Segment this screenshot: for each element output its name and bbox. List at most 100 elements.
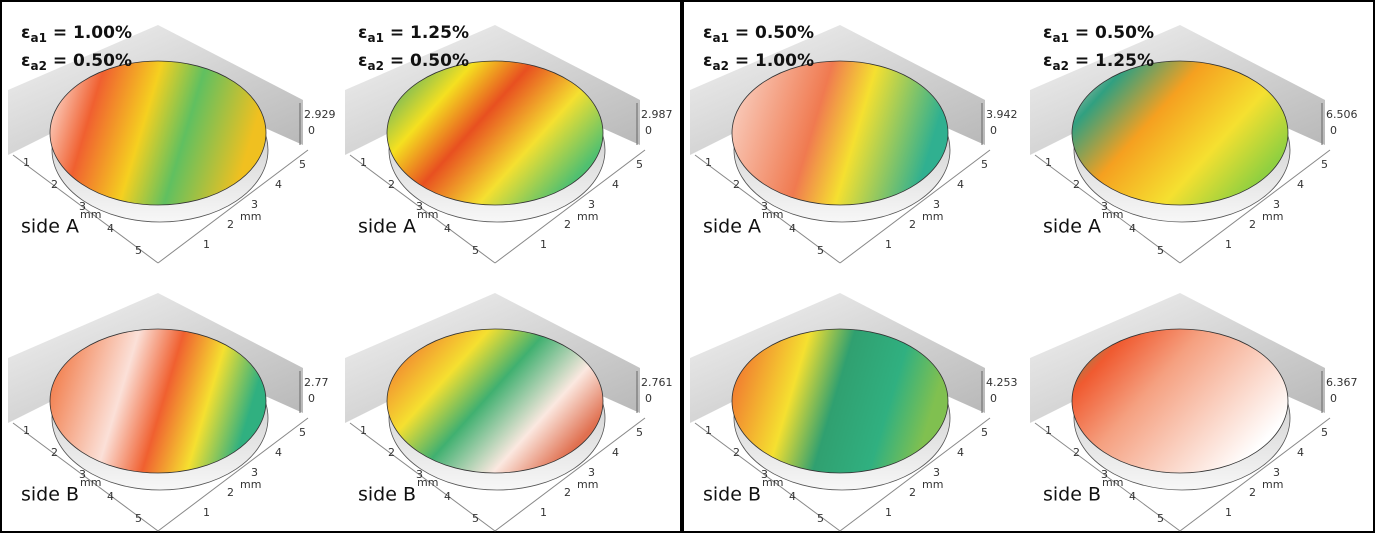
strain-symbol: ε (358, 51, 367, 71)
surface-map (731, 328, 949, 474)
strain-symbol: ε (703, 51, 712, 71)
strain-symbol: ε (21, 23, 30, 43)
axis-label: mm (577, 210, 598, 223)
axis-tick-label: 4 (444, 222, 451, 235)
axis-tick-label: 2 (564, 218, 571, 231)
strain-subscript: a2 (1052, 59, 1068, 73)
axis-tick-label: 5 (1157, 512, 1164, 525)
z-max-label: 4.253 (986, 376, 1018, 389)
axis-tick-label: 2 (909, 218, 916, 231)
z-zero-label: 0 (645, 392, 652, 405)
surface-map (731, 60, 949, 206)
axis-tick-label: 3 (79, 200, 86, 213)
surface-map (1071, 60, 1289, 206)
axis-tick-label: 1 (1045, 156, 1052, 169)
axis-tick-label: 4 (275, 446, 282, 459)
axis-label: mm (1102, 476, 1123, 489)
axis-line (12, 422, 159, 532)
axis-tick-label: 4 (1129, 490, 1136, 503)
axis-tick-label: 2 (51, 446, 58, 459)
axis-line (839, 417, 991, 532)
axis-label: mm (1262, 210, 1283, 223)
axis-tick-label: 1 (203, 238, 210, 251)
axis-tick-label: 3 (79, 468, 86, 481)
strain-label: εa1 = 1.25% (358, 23, 469, 45)
axis-tick-label: 3 (1101, 468, 1108, 481)
axis-tick-label: 3 (761, 468, 768, 481)
axis-tick-label: 2 (388, 446, 395, 459)
strain-subscript: a2 (367, 59, 383, 73)
axis-tick-label: 3 (251, 198, 258, 211)
axis-label: mm (922, 210, 943, 223)
axis-tick-label: 4 (957, 178, 964, 191)
axis-tick-label: 5 (981, 426, 988, 439)
axis-tick-label: 1 (203, 506, 210, 519)
z-max-label: 6.506 (1326, 108, 1358, 121)
axis-tick-label: 4 (957, 446, 964, 459)
axis-tick-label: 5 (636, 426, 643, 439)
axis-line (157, 417, 309, 532)
axis-tick-label: 5 (299, 426, 306, 439)
axis-tick-label: 1 (1225, 506, 1232, 519)
axis-line (494, 417, 646, 532)
strain-label: εa1 = 1.00% (21, 23, 132, 45)
axis-label: mm (1262, 478, 1283, 491)
strain-value: = 1.00% (47, 23, 132, 43)
axis-line (1034, 422, 1181, 532)
axis-line (349, 422, 496, 532)
axis-tick-label: 1 (1225, 238, 1232, 251)
strain-symbol: ε (21, 51, 30, 71)
axis-tick-label: 5 (1321, 426, 1328, 439)
strain-label: εa1 = 0.50% (1043, 23, 1154, 45)
axis-tick-label: 1 (885, 238, 892, 251)
strain-label: εa2 = 1.00% (703, 51, 814, 73)
axis-tick-label: 5 (299, 158, 306, 171)
axis-tick-label: 1 (885, 506, 892, 519)
axis-tick-label: 1 (540, 238, 547, 251)
axis-tick-label: 2 (1249, 486, 1256, 499)
axis-tick-label: 3 (416, 468, 423, 481)
axis-line (1034, 154, 1181, 264)
axis-tick-label: 2 (909, 486, 916, 499)
axis-line (694, 422, 841, 532)
side-label: side B (21, 484, 79, 506)
axis-tick-label: 1 (23, 156, 30, 169)
axis-tick-label: 3 (588, 466, 595, 479)
axis-tick-label: 2 (227, 486, 234, 499)
strain-subscript: a2 (712, 59, 728, 73)
surface-map (49, 60, 267, 206)
axis-label: mm (922, 478, 943, 491)
axis-tick-label: 1 (360, 156, 367, 169)
strain-subscript: a1 (30, 31, 46, 45)
axis-line (12, 154, 159, 264)
axis-tick-label: 4 (612, 178, 619, 191)
strain-symbol: ε (1043, 51, 1052, 71)
axis-label: mm (417, 476, 438, 489)
axis-label: mm (80, 208, 101, 221)
surface-map (49, 328, 267, 474)
axis-tick-label: 4 (612, 446, 619, 459)
z-max-label: 6.367 (1326, 376, 1358, 389)
side-label: side B (358, 484, 416, 506)
strain-subscript: a1 (1052, 31, 1068, 45)
axis-tick-label: 5 (981, 158, 988, 171)
axis-tick-label: 3 (761, 200, 768, 213)
z-max-label: 3.942 (986, 108, 1018, 121)
surface-map (386, 60, 604, 206)
axis-tick-label: 1 (23, 424, 30, 437)
axis-tick-label: 4 (275, 178, 282, 191)
axis-label: mm (1102, 208, 1123, 221)
group-border (682, 0, 1375, 533)
axis-tick-label: 4 (1297, 446, 1304, 459)
axis-tick-label: 2 (1249, 218, 1256, 231)
z-max-label: 2.77 (304, 376, 329, 389)
axis-tick-label: 4 (107, 222, 114, 235)
z-zero-label: 0 (308, 124, 315, 137)
strain-label: εa2 = 0.50% (21, 51, 132, 73)
axis-line (1179, 149, 1331, 264)
axis-tick-label: 1 (1045, 424, 1052, 437)
axis-tick-label: 2 (388, 178, 395, 191)
